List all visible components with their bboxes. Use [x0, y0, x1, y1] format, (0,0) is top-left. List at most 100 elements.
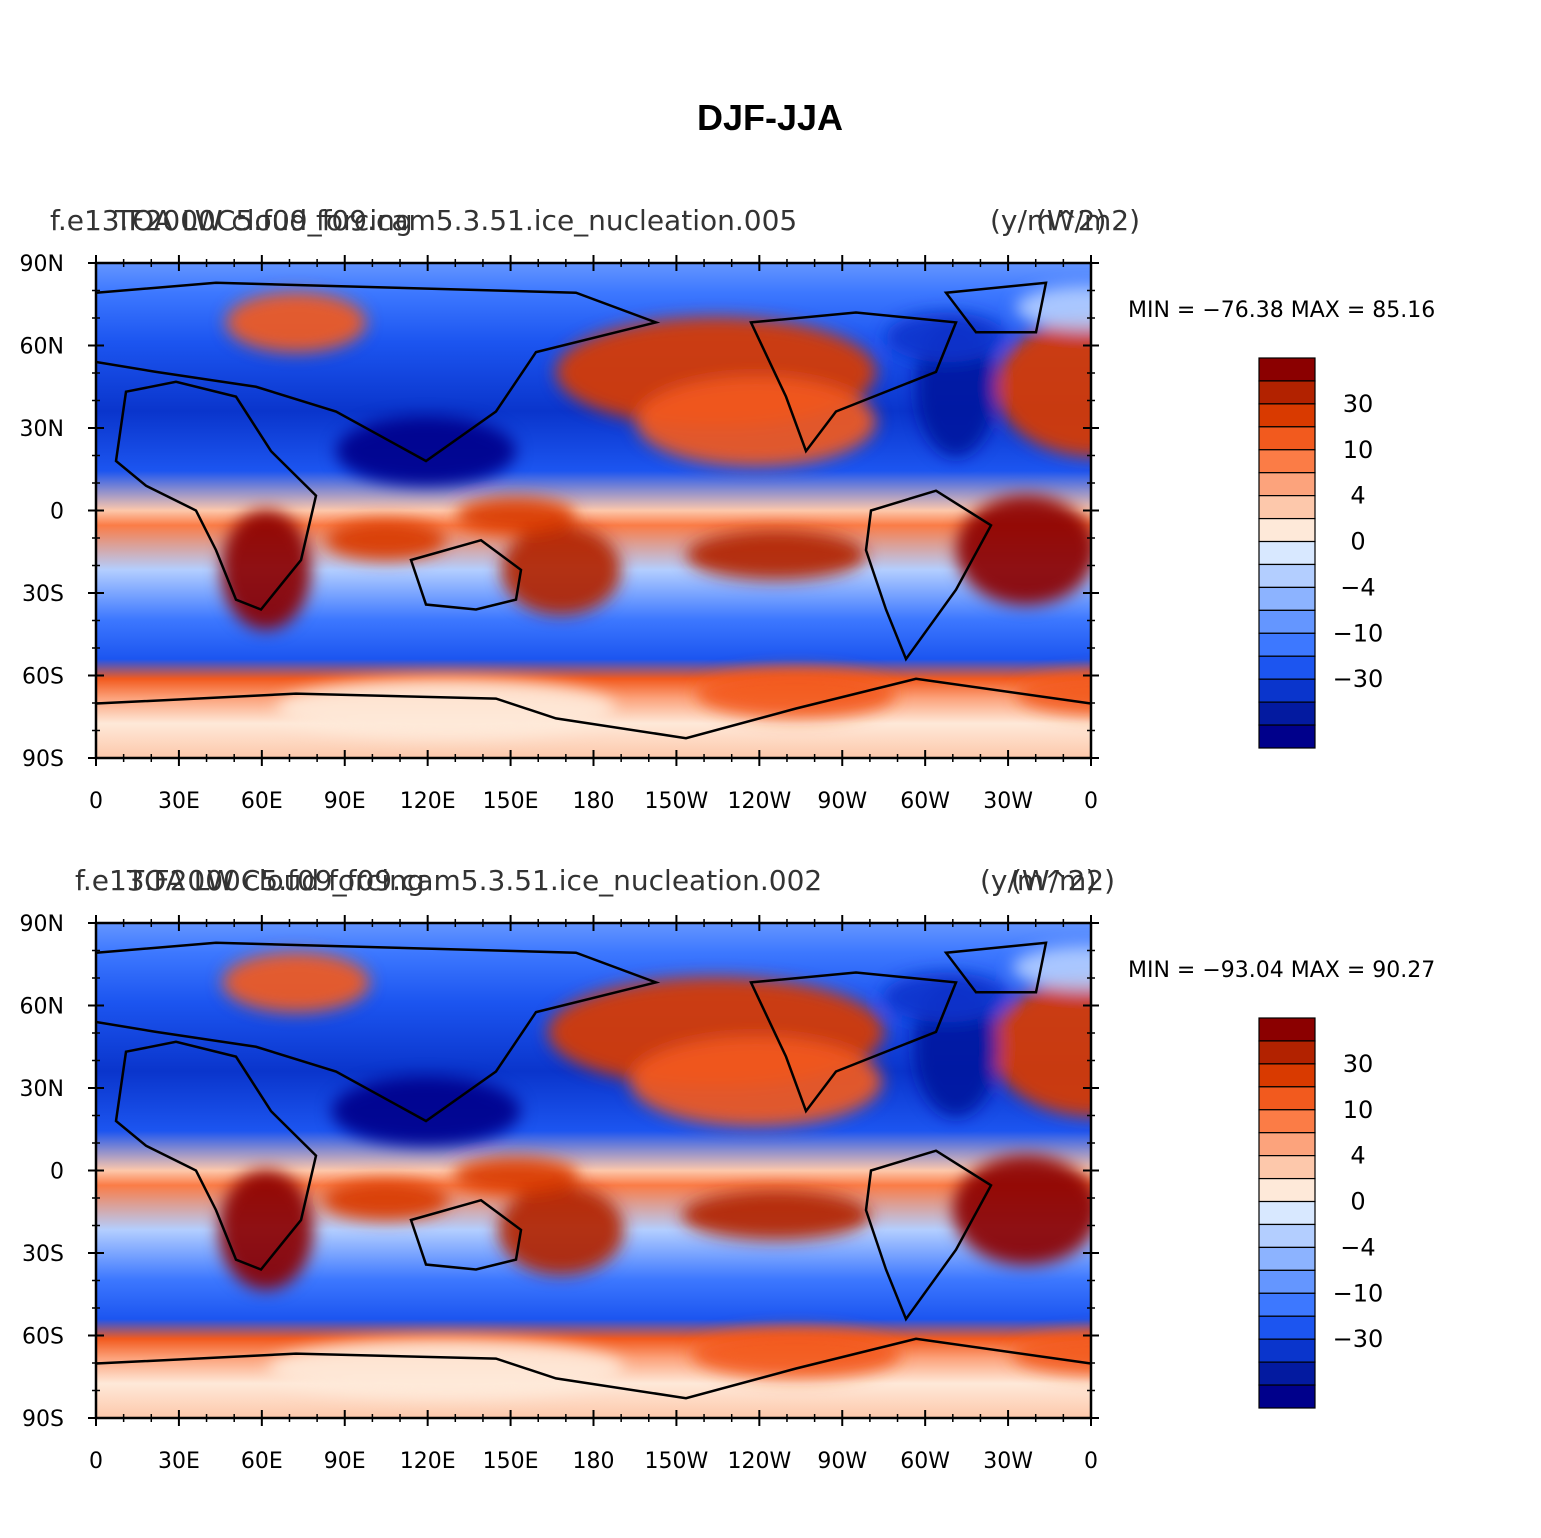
colorbar-box [1258, 1155, 1316, 1180]
lon-tick-label: 90E [324, 1449, 366, 1474]
colorbar-box [1258, 1063, 1316, 1088]
colorbar-label: −10 [1333, 1279, 1384, 1307]
colorbar-box [1258, 380, 1316, 405]
colorbar-box [1258, 1086, 1316, 1111]
colorbar-box [1258, 426, 1316, 451]
lon-tick-label: 180 [573, 789, 615, 814]
lat-tick-label: 30N [20, 1077, 64, 1102]
coastline [943, 941, 1048, 994]
lat-tick-label: 90N [20, 252, 64, 277]
colorbar-box [1258, 403, 1316, 428]
lon-tick-label: 0 [89, 789, 103, 814]
lat-tick-label: 60S [22, 665, 64, 690]
panel-units: (W/m2) [1011, 864, 1115, 897]
lon-tick-label: 0 [89, 1449, 103, 1474]
coastline [749, 311, 958, 454]
coastline [114, 1040, 318, 1272]
coastline [96, 941, 661, 1123]
coastline [114, 380, 318, 612]
colorbar-box [1258, 1200, 1316, 1226]
colorbar-box [1258, 1177, 1316, 1203]
map-field [96, 923, 1091, 1418]
lon-tick-label: 90W [817, 1449, 867, 1474]
colorbar-label: −30 [1333, 1325, 1384, 1353]
colorbar: 30 10 4 0 −4 −10 −30 [1258, 1017, 1384, 1409]
panel-units-overlay: (y/m^2) [980, 864, 1096, 897]
lon-tick-label: 180 [573, 1449, 615, 1474]
colorbar-box [1258, 632, 1316, 657]
panel-center-title: TOA LW cloud forcing [126, 864, 425, 897]
lon-tick-label: 150E [483, 1449, 539, 1474]
map-panel-2: f.e13.F2000C5.f09_f09.cam5.3.51.ice_nucl… [20, 864, 1436, 1474]
colorbar-box [1258, 586, 1316, 611]
lon-tick-label: 30E [158, 1449, 200, 1474]
coastline [96, 1337, 1091, 1400]
lat-tick-label: 60S [22, 1325, 64, 1350]
lat-tick-label: 90S [22, 747, 64, 772]
lon-tick-label: 150E [483, 789, 539, 814]
lat-tick-label: 0 [50, 500, 64, 525]
coastline [96, 677, 1091, 740]
colorbar-box [1258, 1040, 1316, 1065]
colorbar-box [1258, 724, 1316, 749]
colorbar-label: 10 [1343, 1096, 1374, 1124]
lon-tick-label: 120E [400, 1449, 456, 1474]
lon-tick-label: 30E [158, 789, 200, 814]
lon-tick-label: 150W [645, 1449, 709, 1474]
lon-tick-label: 90W [817, 789, 867, 814]
colorbar: 30 10 4 0 −4 −10 −30 [1258, 357, 1384, 749]
colorbar-box [1258, 540, 1316, 566]
lon-tick-label: 120W [727, 1449, 791, 1474]
coastline [943, 281, 1048, 334]
colorbar-label: 4 [1350, 482, 1365, 510]
colorbar-label: 10 [1343, 436, 1374, 464]
lon-tick-label: 150W [645, 789, 709, 814]
colorbar-label: −10 [1333, 619, 1384, 647]
colorbar-label: 4 [1350, 1142, 1365, 1170]
lon-tick-label: 60E [241, 1449, 283, 1474]
colorbar-box [1258, 1292, 1316, 1317]
minmax-label: MIN = −93.04 MAX = 90.27 [1128, 958, 1435, 983]
lat-tick-label: 30S [22, 1242, 64, 1267]
colorbar-label: −30 [1333, 665, 1384, 693]
colorbar-label: −4 [1340, 1233, 1375, 1261]
lon-tick-label: 60E [241, 789, 283, 814]
map-field [96, 263, 1091, 758]
colorbar-box [1258, 1223, 1316, 1249]
coastline [864, 489, 993, 662]
lon-tick-label: 30W [983, 1449, 1033, 1474]
coastline [96, 281, 661, 463]
lon-tick-label: 0 [1084, 1449, 1098, 1474]
lon-tick-label: 120W [727, 789, 791, 814]
coastline [749, 971, 958, 1114]
lat-tick-label: 0 [50, 1160, 64, 1185]
coastline [409, 1198, 523, 1271]
colorbar-label: 0 [1350, 528, 1365, 556]
colorbar-box [1258, 1109, 1316, 1134]
colorbar-box [1258, 1315, 1316, 1340]
colorbar-label: 0 [1350, 1188, 1365, 1216]
lat-tick-label: 90N [20, 912, 64, 937]
lat-tick-label: 60N [20, 995, 64, 1020]
lat-tick-label: 30N [20, 417, 64, 442]
lat-tick-label: 60N [20, 335, 64, 360]
colorbar-box [1258, 701, 1316, 726]
lon-tick-label: 30W [983, 789, 1033, 814]
colorbar-box [1258, 609, 1316, 634]
colorbar-box [1258, 1132, 1316, 1157]
colorbar-box [1258, 357, 1316, 382]
colorbar-label: 30 [1343, 390, 1374, 418]
coastline [864, 1149, 993, 1322]
lon-tick-label: 0 [1084, 789, 1098, 814]
colorbar-box [1258, 563, 1316, 589]
panel-units-overlay: (y/m^2) [990, 204, 1106, 237]
minmax-label: MIN = −76.38 MAX = 85.16 [1128, 298, 1435, 323]
colorbar-label: 30 [1343, 1050, 1374, 1078]
colorbar-box [1258, 678, 1316, 703]
lon-tick-label: 90E [324, 789, 366, 814]
lon-tick-label: 60W [900, 1449, 950, 1474]
colorbar-box [1258, 655, 1316, 680]
colorbar-box [1258, 1338, 1316, 1363]
lat-tick-label: 30S [22, 582, 64, 607]
